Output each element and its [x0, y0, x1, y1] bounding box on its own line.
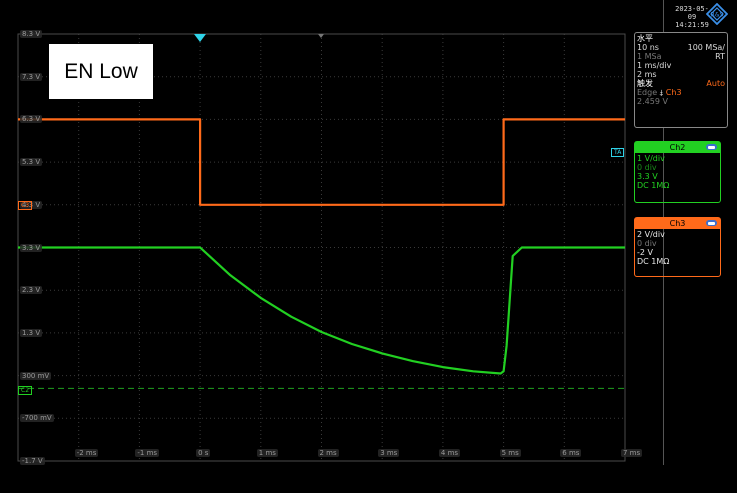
- x-axis-label: 4 ms: [438, 449, 461, 457]
- ch3-header: Ch3: [635, 218, 720, 229]
- x-axis-label: -1 ms: [135, 449, 160, 457]
- ch2-panel[interactable]: Ch2 1 V/div 0 div 3.3 V DC 1MΩ: [634, 141, 721, 203]
- horizontal-mode: RT: [715, 52, 725, 61]
- x-axis-label: 7 ms: [621, 449, 643, 457]
- ch3-trace: [18, 118, 625, 206]
- traces: [18, 118, 625, 375]
- ch3-toggle-icon[interactable]: [706, 220, 717, 226]
- clock: 2023-05-09 14:21:59: [674, 5, 710, 29]
- ch2-position: 0 div: [637, 163, 657, 172]
- trigger-type: Edge: [637, 88, 658, 97]
- trigger-source: Ch3: [665, 88, 682, 97]
- x-axis-label: 3 ms: [378, 449, 400, 457]
- horizontal-timebase: 1 ms/div: [637, 61, 672, 70]
- y-axis-label: 7.3 V: [20, 72, 43, 81]
- ch3-name: Ch3: [669, 219, 686, 228]
- horizontal-resolution: 10 ns: [637, 43, 659, 52]
- trigger-position-icon[interactable]: [194, 34, 206, 42]
- horizontal-sample-rate: 100 MSa/: [687, 43, 725, 52]
- y-axis-label: 3.3 V: [20, 243, 43, 252]
- ch3-offset: -2 V: [637, 248, 653, 257]
- ch2-reference-marker[interactable]: C2: [18, 386, 33, 395]
- ch2-name: Ch2: [669, 143, 686, 152]
- horizontal-title: 水平: [637, 34, 653, 43]
- y-axis-label: -1.7 V: [20, 457, 45, 465]
- horizontal-position: 2 ms: [637, 70, 657, 79]
- ch3-position: 0 div: [637, 239, 657, 248]
- x-axis-label: -2 ms: [74, 449, 99, 457]
- ch2-coupling: DC 1MΩ: [637, 181, 670, 190]
- y-axis-label: 300 mV: [20, 371, 52, 380]
- ch3-reference-marker[interactable]: C3: [18, 201, 33, 210]
- horizontal-trigger-panel[interactable]: 水平 10 ns 100 MSa/ 1 MSa RT 1 ms/div 2 ms…: [634, 32, 728, 128]
- trigger-edge-icon: ⤈: [659, 88, 664, 97]
- y-axis-label: 1.3 V: [20, 328, 43, 337]
- ch3-scale: 2 V/div: [637, 230, 665, 239]
- clock-time: 14:21:59: [675, 21, 709, 29]
- trigger-mode: Auto: [706, 79, 725, 88]
- annotation-label: EN Low: [49, 44, 153, 99]
- brand-logo-icon: R&S: [706, 3, 728, 25]
- y-axis-label: 6.3 V: [20, 115, 43, 124]
- ch2-header: Ch2: [635, 142, 720, 153]
- x-axis-label: 0 s: [196, 449, 211, 457]
- horizontal-record-length: 1 MSa: [637, 52, 662, 61]
- y-axis-label: 5.3 V: [20, 158, 43, 167]
- trigger-marker-icon: [318, 34, 324, 38]
- ch2-toggle-icon[interactable]: [706, 144, 717, 150]
- ch2-scale: 1 V/div: [637, 154, 665, 163]
- trigger-title: 触发: [637, 79, 653, 88]
- y-axis-label: 2.3 V: [20, 286, 43, 295]
- y-axis-label: 8.3 V: [20, 30, 43, 38]
- x-axis-label: 1 ms: [256, 449, 278, 457]
- ch3-coupling: DC 1MΩ: [637, 257, 670, 266]
- trigger-level-marker[interactable]: TA: [611, 148, 625, 157]
- clock-date: 2023-05-09: [675, 5, 709, 21]
- trigger-level: 2.459 V: [637, 97, 668, 106]
- x-axis-label: 5 ms: [499, 449, 521, 457]
- y-axis-label: -700 mV: [20, 414, 54, 423]
- x-axis-label: 6 ms: [560, 449, 582, 457]
- svg-text:R&S: R&S: [711, 12, 724, 19]
- ch2-trace: [18, 246, 625, 375]
- x-axis-label: 2 ms: [317, 449, 339, 457]
- ch3-panel[interactable]: Ch3 2 V/div 0 div -2 V DC 1MΩ: [634, 217, 721, 277]
- ch2-offset: 3.3 V: [637, 172, 658, 181]
- sidebar-divider: [663, 0, 664, 465]
